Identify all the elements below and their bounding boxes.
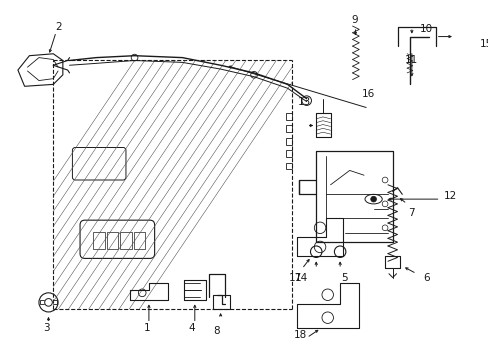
Text: 3: 3 — [43, 323, 50, 333]
Bar — [285, 138, 292, 145]
Bar — [285, 113, 292, 120]
Text: 15: 15 — [479, 39, 488, 49]
Text: 5: 5 — [341, 273, 347, 283]
Text: 10: 10 — [419, 24, 432, 34]
Text: 14: 14 — [295, 273, 308, 283]
Bar — [285, 163, 292, 170]
Text: 12: 12 — [443, 191, 456, 201]
Text: 4: 4 — [188, 323, 195, 333]
Text: 1: 1 — [143, 323, 150, 333]
Text: 2: 2 — [55, 22, 61, 32]
Bar — [285, 150, 292, 157]
Text: 18: 18 — [293, 330, 306, 340]
Text: 16: 16 — [362, 89, 375, 99]
Text: 11: 11 — [405, 55, 418, 66]
Text: 13: 13 — [298, 96, 311, 107]
Bar — [285, 126, 292, 132]
Circle shape — [370, 196, 376, 202]
Text: 6: 6 — [422, 273, 428, 283]
Text: 17: 17 — [288, 273, 301, 283]
Text: 9: 9 — [350, 15, 357, 25]
Text: 8: 8 — [213, 326, 220, 336]
Text: 7: 7 — [407, 208, 414, 219]
